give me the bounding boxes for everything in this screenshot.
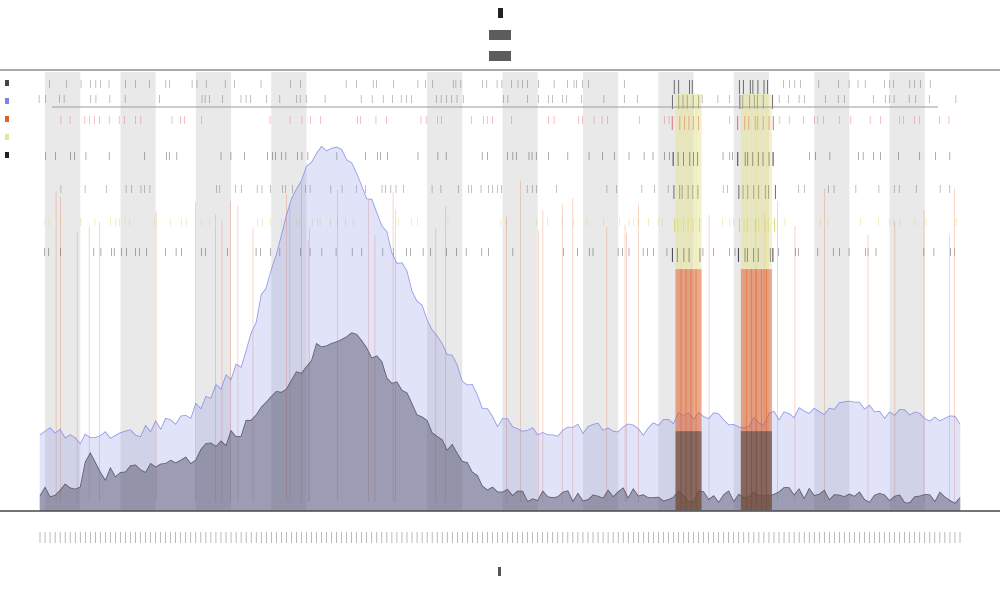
peak-bar bbox=[755, 269, 762, 510]
peak-bar bbox=[695, 269, 702, 510]
shaded-band bbox=[271, 72, 307, 510]
peak-bar-top bbox=[745, 93, 752, 270]
peak-bar-top bbox=[740, 93, 747, 270]
event-marks bbox=[38, 80, 957, 502]
legend-swatch bbox=[5, 98, 9, 104]
peak-bar-top bbox=[680, 93, 687, 270]
legend-swatch bbox=[5, 80, 9, 86]
peak-bar-top bbox=[755, 93, 762, 270]
legend-swatch bbox=[5, 152, 9, 158]
legend-swatch bbox=[5, 134, 9, 140]
peak-bar-top bbox=[750, 93, 757, 270]
series-layer bbox=[39, 93, 961, 511]
peak-bar bbox=[765, 269, 772, 510]
peak-bar bbox=[680, 269, 687, 510]
shaded-band bbox=[195, 72, 232, 510]
shaded-band bbox=[120, 72, 156, 510]
shaded-band bbox=[502, 72, 538, 510]
peak-bar bbox=[760, 269, 767, 510]
peak-bar bbox=[675, 269, 682, 510]
title-group bbox=[489, 8, 511, 61]
peak-bar-top bbox=[685, 93, 692, 270]
subtitle-mark bbox=[489, 51, 511, 61]
peak-bar-base bbox=[755, 431, 762, 510]
peak-bar-top bbox=[760, 93, 767, 270]
peak-bar-base bbox=[685, 431, 692, 510]
shaded-band bbox=[427, 72, 463, 510]
peak-bar-base bbox=[765, 431, 772, 510]
axes bbox=[0, 69, 1000, 576]
shaded-band bbox=[814, 72, 850, 510]
title-mark bbox=[498, 8, 503, 18]
peak-bar-top bbox=[690, 93, 697, 270]
legend-swatch bbox=[5, 116, 9, 122]
shaded-band bbox=[889, 72, 925, 510]
peak-bar-base bbox=[750, 431, 757, 510]
peak-bar-base bbox=[740, 431, 747, 510]
peak-bar bbox=[685, 269, 692, 510]
peak-bar-base bbox=[675, 431, 682, 510]
peak-bar-top bbox=[675, 93, 682, 270]
peak-bar-base bbox=[680, 431, 687, 510]
peak-bar-base bbox=[695, 431, 702, 510]
series-line-blue bbox=[39, 145, 961, 445]
peak-bar bbox=[745, 269, 752, 510]
peak-bar-base bbox=[690, 431, 697, 510]
peak-bar-base bbox=[760, 431, 767, 510]
peak-bar bbox=[690, 269, 697, 510]
shaded-band bbox=[582, 72, 619, 510]
legend bbox=[5, 80, 9, 158]
peak-bar-top bbox=[695, 93, 702, 270]
series-line-baseline bbox=[39, 332, 961, 504]
peak-bar bbox=[750, 269, 757, 510]
subtitle-mark bbox=[489, 30, 511, 40]
x-axis-label-mark bbox=[498, 567, 501, 576]
peak-bar bbox=[740, 269, 747, 510]
peak-bar-base bbox=[745, 431, 752, 510]
peak-bar-top bbox=[765, 93, 772, 270]
